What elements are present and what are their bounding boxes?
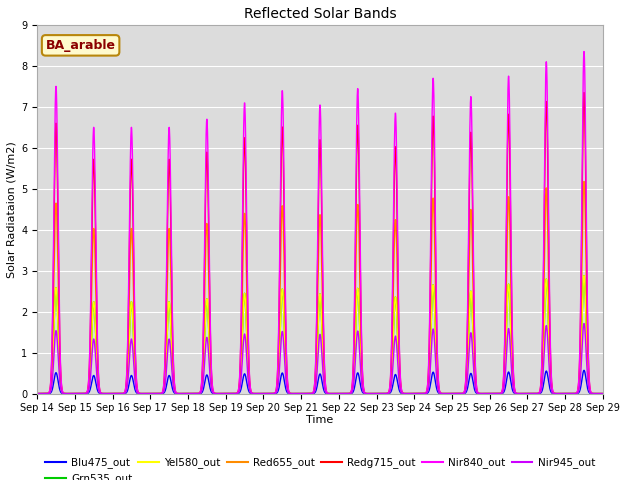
Redg715_out <box>580 90 588 96</box>
Nir840_out <box>275 328 282 334</box>
Nir945_out <box>580 321 588 326</box>
Nir840_out <box>33 391 41 396</box>
Grn535_out <box>33 391 41 396</box>
Grn535_out <box>131 373 139 379</box>
Nir840_out <box>580 48 588 54</box>
Yel580_out <box>580 273 588 278</box>
Blu475_out <box>588 391 596 396</box>
Yel580_out <box>250 391 258 396</box>
Grn535_out <box>275 369 282 375</box>
Nir840_out <box>527 391 534 396</box>
Legend: Blu475_out, Grn535_out, Yel580_out, Red655_out, Redg715_out, Nir840_out, Nir945_: Blu475_out, Grn535_out, Yel580_out, Red6… <box>42 454 598 480</box>
Text: BA_arable: BA_arable <box>45 39 116 52</box>
Red655_out <box>588 391 596 396</box>
Grn535_out <box>98 391 106 396</box>
Title: Reflected Solar Bands: Reflected Solar Bands <box>244 7 396 21</box>
Redg715_out <box>98 391 106 396</box>
Blu475_out <box>527 391 534 396</box>
Nir945_out <box>527 391 534 396</box>
Yel580_out <box>599 391 607 396</box>
Redg715_out <box>588 391 596 396</box>
Blu475_out <box>131 387 139 393</box>
Nir945_out <box>599 391 607 396</box>
Line: Nir840_out: Nir840_out <box>37 51 603 394</box>
Blu475_out <box>98 391 106 396</box>
Line: Redg715_out: Redg715_out <box>37 93 603 394</box>
Nir945_out <box>131 381 139 386</box>
Blu475_out <box>599 391 607 396</box>
Line: Nir945_out: Nir945_out <box>37 324 603 394</box>
Redg715_out <box>250 391 258 396</box>
Yel580_out <box>588 391 596 396</box>
Grn535_out <box>588 391 596 396</box>
Yel580_out <box>131 373 139 379</box>
Line: Red655_out: Red655_out <box>37 181 603 394</box>
Nir945_out <box>275 378 282 384</box>
Grn535_out <box>580 273 588 278</box>
Nir945_out <box>98 391 106 396</box>
Red655_out <box>275 352 282 358</box>
Red655_out <box>527 391 534 396</box>
Line: Blu475_out: Blu475_out <box>37 371 603 394</box>
Nir840_out <box>588 391 596 396</box>
Yel580_out <box>33 391 41 396</box>
Red655_out <box>98 391 106 396</box>
Yel580_out <box>98 391 106 396</box>
Red655_out <box>33 391 41 396</box>
Grn535_out <box>599 391 607 396</box>
Nir840_out <box>98 391 106 396</box>
Line: Grn535_out: Grn535_out <box>37 276 603 394</box>
Yel580_out <box>275 369 282 375</box>
Blu475_out <box>580 368 588 373</box>
Y-axis label: Solar Radiataion (W/m2): Solar Radiataion (W/m2) <box>7 141 17 277</box>
Red655_out <box>580 179 588 184</box>
Blu475_out <box>275 386 282 392</box>
Redg715_out <box>599 391 607 396</box>
Redg715_out <box>275 336 282 342</box>
Nir840_out <box>599 391 607 396</box>
Nir945_out <box>33 391 41 396</box>
Blu475_out <box>33 391 41 396</box>
Redg715_out <box>33 391 41 396</box>
Redg715_out <box>131 347 139 353</box>
Nir945_out <box>588 391 596 396</box>
Red655_out <box>599 391 607 396</box>
Grn535_out <box>250 391 258 396</box>
Nir945_out <box>250 391 258 396</box>
Line: Yel580_out: Yel580_out <box>37 276 603 394</box>
Yel580_out <box>527 391 534 396</box>
Red655_out <box>131 360 139 366</box>
Nir840_out <box>131 341 139 347</box>
Nir840_out <box>250 391 258 396</box>
Redg715_out <box>527 391 534 396</box>
Red655_out <box>250 391 258 396</box>
Blu475_out <box>250 391 258 396</box>
X-axis label: Time: Time <box>307 415 333 425</box>
Grn535_out <box>527 391 534 396</box>
